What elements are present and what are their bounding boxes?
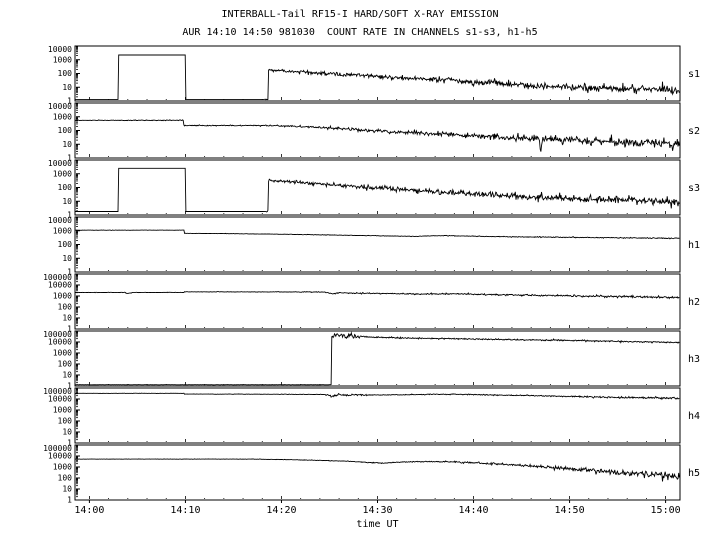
y-tick-label: 10000 xyxy=(48,102,72,111)
trace-s1 xyxy=(75,54,680,101)
y-tick-label: 10 xyxy=(62,197,72,206)
y-tick-label: 100000 xyxy=(43,387,72,396)
y-tick-label: 1000 xyxy=(53,406,72,415)
y-tick-label: 100 xyxy=(58,303,73,312)
x-tick-label: 14:20 xyxy=(266,505,296,516)
channel-label-h3: h3 xyxy=(688,354,700,365)
chart-title: INTERBALL-Tail RF15-I HARD/SOFT X-RAY EM… xyxy=(221,9,499,20)
y-tick-label: 1000 xyxy=(53,112,72,121)
y-tick-label: 10000 xyxy=(48,216,72,225)
chart-subtitle: AUR 14:10 14:50 981030 COUNT RATE IN CHA… xyxy=(182,27,538,38)
panel-border-h3 xyxy=(74,330,681,387)
channel-label-h5: h5 xyxy=(688,468,700,479)
y-tick-label: 100000 xyxy=(43,330,72,339)
y-tick-label: 1000 xyxy=(53,169,72,178)
trace-h1 xyxy=(74,229,680,240)
y-tick-label: 100000 xyxy=(43,444,72,453)
y-tick-label: 1000 xyxy=(53,55,72,64)
y-tick-label: 10000 xyxy=(48,395,72,404)
y-tick-label: 10000 xyxy=(48,452,72,461)
panel-border-h2 xyxy=(74,273,681,330)
y-tick-label: 1000 xyxy=(53,463,72,472)
trace-h3 xyxy=(75,331,680,386)
trace-h2 xyxy=(75,290,680,300)
y-tick-label: 10 xyxy=(62,314,72,323)
y-tick-label: 10 xyxy=(62,140,72,149)
y-tick-label: 100 xyxy=(58,183,73,192)
y-tick-label: 1 xyxy=(67,154,72,163)
y-tick-label: 100 xyxy=(58,360,73,369)
y-tick-label: 10 xyxy=(62,428,72,437)
y-tick-label: 1 xyxy=(67,268,72,277)
panel-border-s2 xyxy=(74,102,681,159)
channel-label-s3: s3 xyxy=(688,183,700,194)
channel-label-h4: h4 xyxy=(688,411,700,422)
panel-border-s3 xyxy=(74,159,681,216)
y-tick-label: 10000 xyxy=(48,159,72,168)
y-tick-label: 1000 xyxy=(53,292,72,301)
y-tick-label: 10 xyxy=(62,254,72,263)
trace-s2 xyxy=(74,119,680,152)
x-tick-label: 14:40 xyxy=(458,505,488,516)
channel-label-h1: h1 xyxy=(688,240,700,251)
panel-border-s1 xyxy=(74,45,681,102)
x-tick-label: 14:10 xyxy=(170,505,200,516)
y-tick-label: 10000 xyxy=(48,338,72,347)
channel-label-s2: s2 xyxy=(688,126,700,137)
panel-border-h5 xyxy=(74,444,681,501)
y-tick-label: 1 xyxy=(67,439,72,448)
x-tick-label: 14:30 xyxy=(362,505,392,516)
y-tick-label: 100000 xyxy=(43,273,72,282)
y-tick-label: 10000 xyxy=(48,45,72,54)
y-tick-label: 1 xyxy=(67,496,72,505)
x-tick-label: 14:00 xyxy=(74,505,104,516)
x-axis-label: time UT xyxy=(356,519,399,530)
y-tick-label: 100 xyxy=(58,240,73,249)
y-tick-label: 1 xyxy=(67,211,72,220)
trace-h5 xyxy=(75,458,680,482)
panel-border-h1 xyxy=(74,216,681,273)
y-tick-label: 100 xyxy=(58,417,73,426)
y-tick-label: 100 xyxy=(58,126,73,135)
channel-label-s1: s1 xyxy=(688,69,700,80)
x-tick-label: 14:50 xyxy=(555,505,585,516)
y-tick-label: 100 xyxy=(58,474,73,483)
y-tick-label: 10000 xyxy=(48,281,72,290)
y-tick-label: 100 xyxy=(58,69,73,78)
y-tick-label: 1 xyxy=(67,325,72,334)
y-tick-label: 1000 xyxy=(53,349,72,358)
y-tick-label: 10 xyxy=(62,485,72,494)
x-tick-label: 15:00 xyxy=(651,505,681,516)
trace-h4 xyxy=(74,392,680,401)
y-tick-label: 1 xyxy=(67,97,72,106)
y-tick-label: 1 xyxy=(67,382,72,391)
y-tick-label: 1000 xyxy=(53,226,72,235)
y-tick-label: 10 xyxy=(62,371,72,380)
trace-s3 xyxy=(75,167,680,213)
panel-border-h4 xyxy=(74,387,681,444)
y-tick-label: 10 xyxy=(62,83,72,92)
channel-label-h2: h2 xyxy=(688,297,700,308)
